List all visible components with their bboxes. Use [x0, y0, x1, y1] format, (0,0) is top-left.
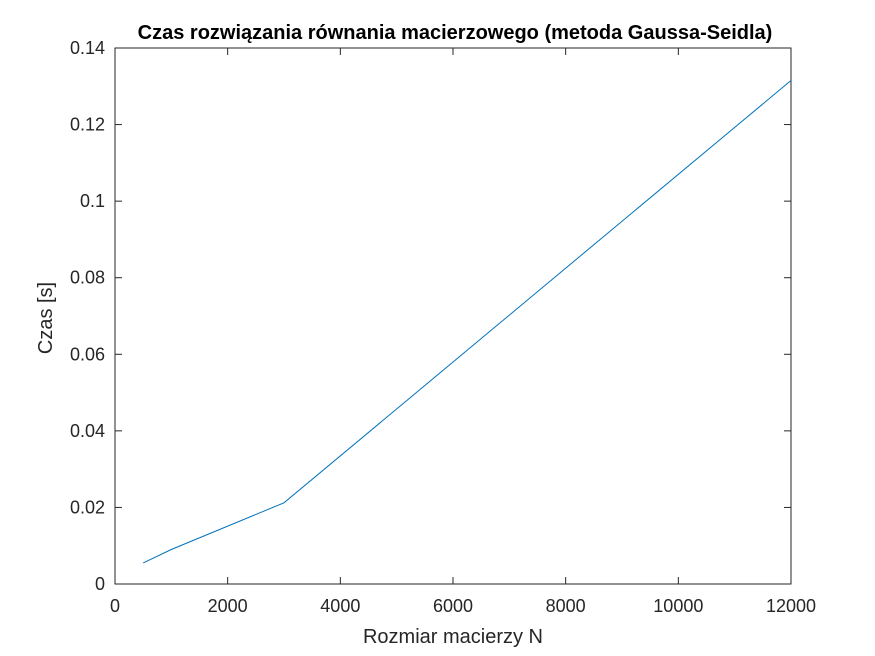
- x-tick-label: 8000: [546, 596, 586, 616]
- x-tick-label: 10000: [653, 596, 703, 616]
- plot-area: 0 2000 4000 6000 8000 10000 12000 0 0.02 0.04 0.06…: [70, 38, 816, 616]
- x-tick-label: 0: [110, 596, 120, 616]
- y-tick-label: 0.12: [70, 115, 105, 135]
- chart-title: Czas rozwiązania równania macierzowego (…: [138, 22, 773, 44]
- series-line: [142, 80, 792, 564]
- y-tick-label: 0.02: [70, 497, 105, 517]
- y-tick-label: 0.08: [70, 268, 105, 288]
- x-tick-label: 12000: [766, 596, 816, 616]
- y-axis-label: Czas [s]: [35, 282, 57, 354]
- x-tick-label: 6000: [433, 596, 473, 616]
- y-tick-label: 0.14: [70, 38, 105, 58]
- y-tick-label: 0.1: [80, 191, 105, 211]
- series-layer: [142, 80, 792, 564]
- y-tick-label: 0.06: [70, 344, 105, 364]
- x-tick-label: 4000: [320, 596, 360, 616]
- y-tick-label: 0.04: [70, 421, 105, 441]
- x-tick-label: 2000: [208, 596, 248, 616]
- y-tick-label: 0: [95, 574, 105, 594]
- x-axis-label: Rozmiar macierzy N: [363, 626, 543, 648]
- axis-ticks: 0 2000 4000 6000 8000 10000 12000 0 0.02 0.04 0.06…: [70, 38, 816, 616]
- axes-box: [114, 47, 792, 585]
